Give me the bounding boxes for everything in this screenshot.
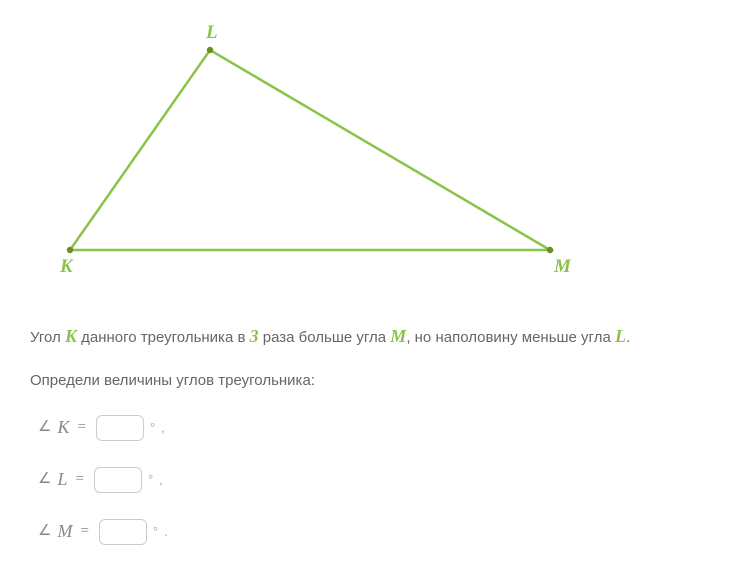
triangle-diagram: K L M bbox=[30, 20, 725, 298]
degree-mark: ° bbox=[150, 418, 155, 438]
accent-K: K bbox=[65, 326, 77, 346]
answer-row-L: ∠ L = ° , bbox=[30, 466, 725, 493]
terminator: . bbox=[164, 522, 168, 542]
triangle-shape bbox=[70, 50, 550, 250]
triangle-svg: K L M bbox=[30, 20, 590, 290]
equals-sign: = bbox=[80, 520, 88, 543]
degree-mark: ° bbox=[153, 522, 158, 542]
angle-M-input[interactable] bbox=[99, 519, 147, 545]
terminator: , bbox=[161, 418, 165, 438]
angle-letter-M: M bbox=[57, 518, 72, 545]
text-4: , но наполовину меньше угла bbox=[406, 329, 615, 346]
text-3: раза больше угла bbox=[259, 329, 391, 346]
answer-row-K: ∠ K = ° , bbox=[30, 414, 725, 441]
answer-row-M: ∠ M = ° . bbox=[30, 518, 725, 545]
equals-sign: = bbox=[75, 468, 83, 491]
accent-M: M bbox=[390, 326, 406, 346]
instruction-text: Определи величины углов треугольника: bbox=[30, 370, 725, 393]
text-2: данного треугольника в bbox=[77, 329, 250, 346]
angle-symbol: ∠ bbox=[38, 416, 51, 439]
angle-letter-K: K bbox=[57, 414, 69, 441]
vertex-L-point bbox=[207, 47, 213, 53]
text-1: Угол bbox=[30, 329, 65, 346]
accent-3: 3 bbox=[250, 326, 259, 346]
text-5: . bbox=[626, 329, 630, 346]
vertex-K-point bbox=[67, 247, 73, 253]
vertex-M-point bbox=[547, 247, 553, 253]
angle-K-input[interactable] bbox=[96, 415, 144, 441]
angle-symbol: ∠ bbox=[38, 468, 51, 491]
terminator: , bbox=[159, 470, 163, 490]
degree-mark: ° bbox=[148, 470, 153, 490]
equals-sign: = bbox=[77, 416, 85, 439]
vertex-M-label: M bbox=[553, 256, 572, 277]
accent-L: L bbox=[615, 326, 626, 346]
vertex-K-label: K bbox=[59, 256, 74, 277]
angle-symbol: ∠ bbox=[38, 520, 51, 543]
angle-L-input[interactable] bbox=[94, 467, 142, 493]
angle-letter-L: L bbox=[57, 466, 67, 493]
problem-statement: Угол K данного треугольника в 3 раза бол… bbox=[30, 323, 725, 350]
vertex-L-label: L bbox=[205, 22, 218, 43]
